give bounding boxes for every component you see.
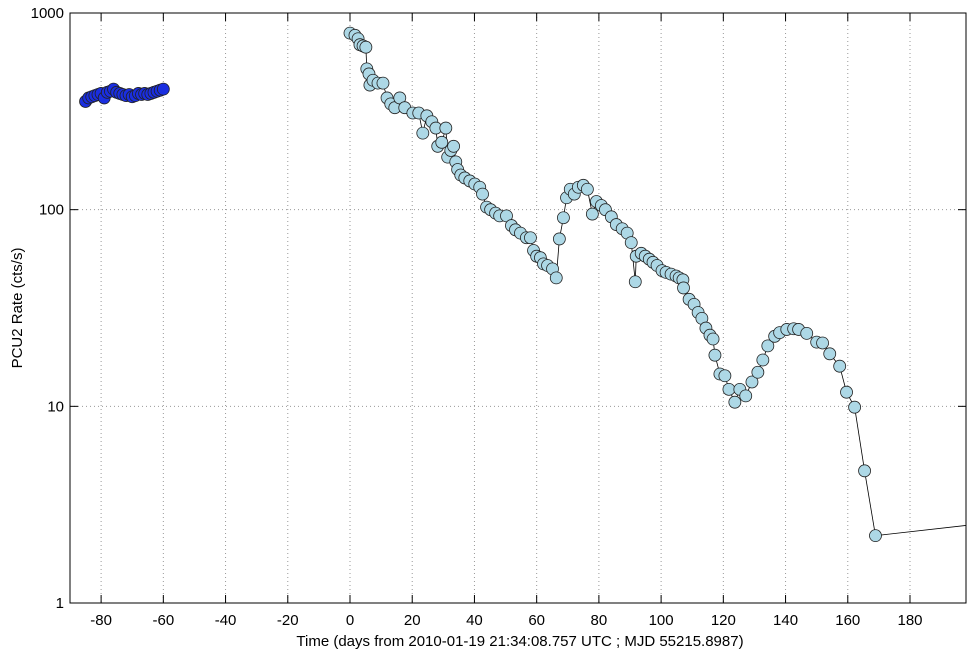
y-tick-label: 1 xyxy=(56,595,64,612)
data-point xyxy=(416,126,430,140)
x-tick-label: 40 xyxy=(466,612,483,629)
data-point xyxy=(816,336,829,350)
data-point xyxy=(476,187,489,201)
x-tick-label: 80 xyxy=(591,612,608,629)
data-point xyxy=(549,271,563,285)
data-point xyxy=(435,135,449,149)
x-tick-label: -80 xyxy=(90,612,112,629)
data-point xyxy=(677,281,690,295)
x-tick-label: 100 xyxy=(649,612,674,629)
data-point xyxy=(745,375,759,389)
y-axis-label: PCU2 Rate (cts/s) xyxy=(9,248,26,369)
y-tick-label: 1000 xyxy=(31,5,64,22)
data-point xyxy=(833,359,847,373)
data-point xyxy=(156,82,170,96)
data-point xyxy=(706,332,720,346)
y-tick-label: 10 xyxy=(47,398,64,415)
data-point xyxy=(823,347,837,361)
x-tick-label: 0 xyxy=(346,612,354,629)
data-point xyxy=(756,353,770,367)
data-point xyxy=(628,275,642,289)
plot-area xyxy=(79,26,966,543)
data-point xyxy=(557,211,570,225)
data-point xyxy=(359,40,373,54)
data-point xyxy=(800,326,814,340)
x-tick-label: 20 xyxy=(404,612,421,629)
data-point xyxy=(580,182,594,196)
series-line xyxy=(349,32,966,537)
x-tick-label: 180 xyxy=(897,612,922,629)
data-point xyxy=(585,207,599,221)
data-point xyxy=(848,400,862,414)
x-axis-label: Time (days from 2010-01-19 21:34:08.757 … xyxy=(296,633,743,650)
x-tick-label: 120 xyxy=(711,612,736,629)
data-point xyxy=(869,529,882,543)
data-point xyxy=(722,382,736,396)
data-point xyxy=(552,232,566,246)
data-point xyxy=(761,339,775,353)
plot-frame xyxy=(69,12,967,604)
data-point xyxy=(751,365,765,379)
data-point xyxy=(739,389,753,403)
x-tick-label: 60 xyxy=(528,612,545,629)
data-point xyxy=(624,236,638,250)
x-tick-label: 160 xyxy=(835,612,860,629)
data-point xyxy=(708,348,722,362)
y-tick-label: 100 xyxy=(39,202,64,219)
x-tick-label: -40 xyxy=(215,612,237,629)
x-tick-label: -60 xyxy=(152,612,174,629)
data-point xyxy=(718,369,732,383)
data-point xyxy=(447,139,461,153)
data-point xyxy=(840,385,853,399)
data-point xyxy=(858,464,871,478)
data-point xyxy=(728,395,742,409)
x-tick-label: 140 xyxy=(773,612,798,629)
data-point xyxy=(524,231,537,245)
x-tick-label: -20 xyxy=(277,612,299,629)
data-point xyxy=(439,121,453,135)
data-point xyxy=(376,76,390,90)
